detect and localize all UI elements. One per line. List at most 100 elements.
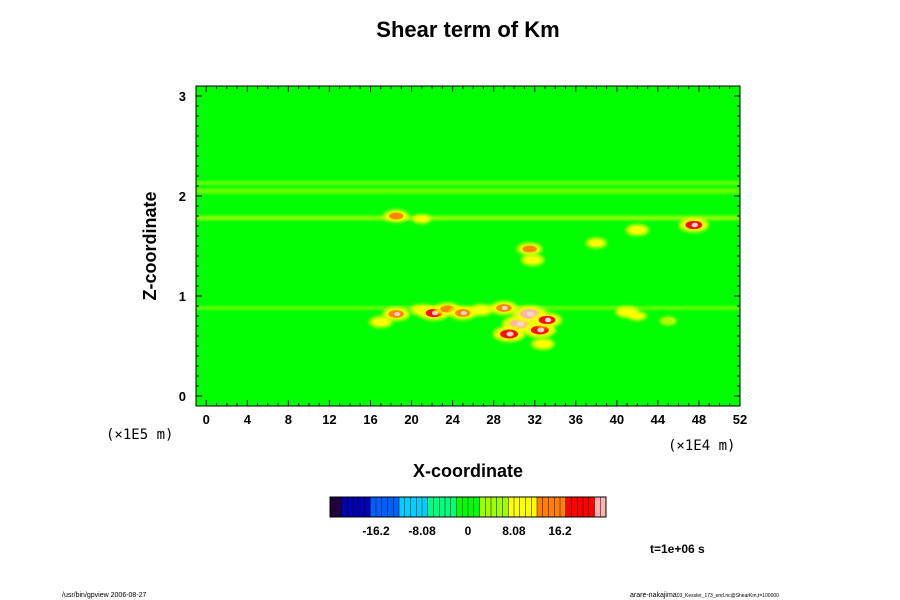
field-feature-22 — [632, 313, 643, 319]
colorbar-frame — [329, 496, 607, 518]
colorbar-swatch-45 — [588, 497, 595, 517]
colorbar-swatch-1 — [335, 497, 342, 517]
colorbar-swatch-13 — [404, 497, 411, 517]
field-feature-core-17 — [526, 311, 535, 317]
colorbar-label-2: 0 — [465, 524, 472, 538]
colorbar-swatch-36 — [537, 497, 544, 517]
x-tick-label-1: 4 — [244, 412, 252, 427]
x-tick-label-10: 40 — [610, 412, 624, 427]
colorbar-swatch-34 — [525, 497, 532, 517]
x-tick-label-4: 16 — [363, 412, 377, 427]
colorbar-swatch-19 — [439, 497, 446, 517]
colorbar-swatch-0 — [330, 497, 337, 517]
colorbar-swatch-26 — [479, 497, 486, 517]
colorbar-swatch-38 — [548, 497, 555, 517]
field-feature-23 — [663, 318, 673, 324]
field-feature-1 — [416, 216, 428, 222]
footer-right: arare-nakajima03_Kessler_173_end.nc@Shea… — [630, 592, 779, 599]
x-tick-label-6: 24 — [445, 412, 460, 427]
colorbar-swatch-37 — [542, 497, 549, 517]
colorbar-swatch-3 — [347, 497, 354, 517]
field-feature-core-7 — [394, 311, 401, 317]
x-tick-label-13: 52 — [733, 412, 747, 427]
colorbar-swatch-27 — [485, 497, 492, 517]
colorbar-swatch-30 — [502, 497, 509, 517]
field-feature-6 — [526, 256, 540, 264]
colorbar-swatch-47 — [600, 497, 607, 517]
x-tick-label-9: 36 — [569, 412, 583, 427]
colorbar-swatch-23 — [462, 497, 469, 517]
colorbar-swatch-24 — [468, 497, 475, 517]
field-feature-core-18 — [537, 327, 545, 333]
field-feature-8 — [374, 318, 388, 326]
time-label: t=1e+06 s — [650, 542, 705, 556]
colorbar-swatch-33 — [519, 497, 526, 517]
colorbar-swatch-11 — [393, 497, 400, 517]
colorbar-swatch-42 — [571, 497, 578, 517]
field-feature-core-15 — [516, 321, 525, 327]
x-axis-multiplier: (×1E4 m) — [668, 438, 735, 454]
field-feature-0 — [389, 212, 404, 220]
field-feature-core-2 — [691, 222, 699, 228]
z-tick-label-2: 2 — [179, 189, 186, 204]
x-tick-label-7: 28 — [486, 412, 500, 427]
colorbar-swatch-39 — [554, 497, 561, 517]
colorbar-swatch-5 — [358, 497, 365, 517]
colorbar-label-3: 8.08 — [502, 524, 526, 538]
colorbar-swatch-25 — [473, 497, 480, 517]
x-tick-label-0: 0 — [203, 412, 210, 427]
x-tick-label-3: 12 — [322, 412, 336, 427]
colorbar-swatch-12 — [399, 497, 406, 517]
colorbar-swatch-46 — [594, 497, 601, 517]
colorbar-swatch-20 — [445, 497, 452, 517]
field-feature-13 — [474, 306, 488, 314]
x-tick-label-8: 32 — [527, 412, 541, 427]
colorbar-swatch-2 — [341, 497, 348, 517]
field-band-0 — [196, 216, 740, 220]
field-feature-3 — [630, 226, 644, 234]
colorbar-swatch-7 — [370, 497, 377, 517]
footer-left: /usr/bin/gpview 2006-08-27 — [62, 592, 147, 599]
colorbar-swatch-9 — [381, 497, 388, 517]
footer-right-main: arare-nakajima — [630, 592, 677, 599]
colorbar-swatch-22 — [456, 497, 463, 517]
colorbar: -16.2 -8.08 0 8.08 16.2 — [329, 496, 607, 538]
x-tick-label-5: 20 — [404, 412, 418, 427]
field-feature-core-12 — [460, 310, 467, 316]
field-feature-core-16 — [506, 331, 514, 337]
colorbar-label-0: -16.2 — [362, 524, 390, 538]
x-axis-title: X-coordinate — [413, 461, 523, 481]
colorbar-swatch-32 — [514, 497, 521, 517]
x-tick-label-11: 44 — [651, 412, 666, 427]
colorbar-swatch-16 — [422, 497, 429, 517]
z-axis-title: Z-coordinate — [140, 191, 160, 300]
field-feature-20 — [536, 340, 550, 348]
field-feature-core-14 — [501, 305, 508, 311]
z-axis-multiplier: (×1E5 m) — [106, 427, 173, 443]
colorbar-swatch-4 — [353, 497, 360, 517]
colorbar-swatch-44 — [583, 497, 590, 517]
field-feature-4 — [590, 240, 603, 246]
z-tick-label-3: 3 — [179, 89, 186, 104]
x-tick-label-2: 8 — [285, 412, 292, 427]
colorbar-swatch-18 — [433, 497, 440, 517]
z-tick-label-0: 0 — [179, 389, 186, 404]
field-feature-core-19 — [544, 317, 552, 323]
colorbar-swatch-17 — [427, 497, 434, 517]
colorbar-swatch-14 — [410, 497, 417, 517]
footer-right-sub: 03_Kessler_173_end.nc@ShearKm,t=100000 — [677, 593, 779, 599]
colorbar-swatch-10 — [387, 497, 394, 517]
colorbar-swatch-8 — [376, 497, 383, 517]
field-feature-5 — [522, 245, 537, 253]
colorbar-swatch-6 — [364, 497, 371, 517]
colorbar-swatch-28 — [491, 497, 498, 517]
colorbar-swatch-43 — [577, 497, 584, 517]
chart-title: Shear term of Km — [376, 17, 559, 42]
colorbar-swatch-31 — [508, 497, 515, 517]
colorbar-swatch-35 — [531, 497, 538, 517]
colorbar-swatch-15 — [416, 497, 423, 517]
x-tick-label-12: 48 — [692, 412, 706, 427]
colorbar-label-4: 16.2 — [548, 524, 572, 538]
